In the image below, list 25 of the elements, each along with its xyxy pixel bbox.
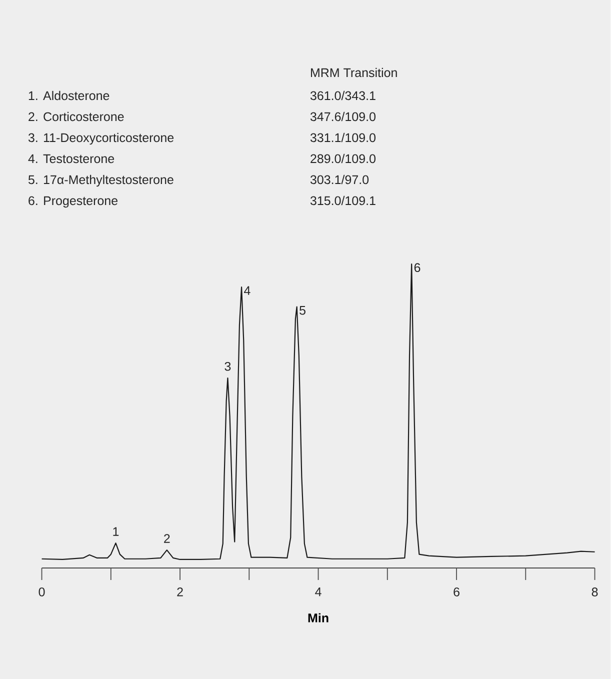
- text: 347.6/109.0: [310, 112, 376, 122]
- x-tick-label: 0: [38, 588, 45, 596]
- text: 303.1/97.0: [310, 174, 369, 184]
- text: 5. 17α-Methyltestosterone: [28, 174, 174, 187]
- text: 3. 11-Deoxycorticosterone: [28, 132, 174, 145]
- text: 361.0/343.1: [310, 90, 376, 100]
- text: 4. Testosterone: [28, 154, 114, 164]
- text: MRM Transition: [311, 68, 398, 78]
- annotation: 1: [113, 527, 119, 536]
- annotation: 3: [224, 362, 231, 371]
- x-tick-label: 4: [315, 588, 322, 596]
- text: 331.1/109.0: [310, 132, 376, 142]
- text: 315.0/109.1: [310, 196, 376, 206]
- annotation: 6: [414, 263, 420, 272]
- x-axis-title: Min: [308, 613, 328, 622]
- annotation: 4: [244, 286, 250, 295]
- x-tick-label: 6: [454, 588, 460, 596]
- x-tick-label: 8: [592, 588, 598, 596]
- x-tick-label: 2: [177, 588, 183, 596]
- text: 2. Corticosterone: [28, 112, 124, 122]
- annotation: 2: [164, 534, 170, 543]
- text: 6. Progesterone: [28, 196, 118, 208]
- text: 289.0/109.0: [310, 154, 376, 164]
- text: 1. Aldosterone: [29, 90, 110, 100]
- annotation: 5: [300, 306, 306, 315]
